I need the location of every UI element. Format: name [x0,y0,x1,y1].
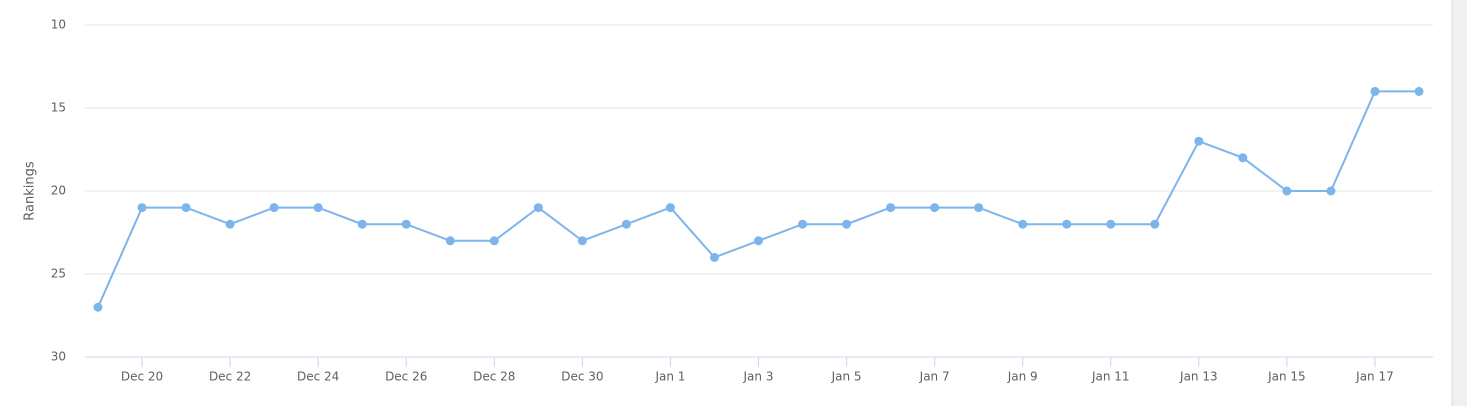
data-point [577,236,587,246]
data-point [974,203,984,213]
data-point [1370,86,1380,96]
y-tick-label: 30 [51,350,66,364]
data-point [1018,219,1028,229]
x-tick-label: Dec 22 [209,370,251,384]
data-point [93,302,103,312]
data-point [357,219,367,229]
data-point [1150,219,1160,229]
data-point [1194,136,1204,146]
data-point [930,203,940,213]
y-tick-label: 15 [51,101,66,115]
x-tick-label: Dec 24 [297,370,339,384]
x-tick-label: Jan 3 [743,370,774,384]
data-point [445,236,455,246]
y-tick-label: 10 [51,18,66,32]
data-point [313,203,323,213]
x-tick-label: Jan 7 [919,370,950,384]
data-point [1326,186,1336,196]
data-point [621,219,631,229]
y-axis-title: Rankings [23,161,38,221]
x-tick-label: Dec 28 [473,370,515,384]
data-point [225,219,235,229]
data-point [1282,186,1292,196]
data-point [709,252,719,262]
data-point [886,203,896,213]
x-tick-label: Dec 20 [121,370,163,384]
x-tick-label: Jan 5 [831,370,862,384]
data-point [489,236,499,246]
x-tick-label: Jan 11 [1091,370,1130,384]
data-point [137,203,147,213]
x-tick-label: Dec 26 [385,370,427,384]
data-point [401,219,411,229]
data-point [798,219,808,229]
data-point [842,219,852,229]
data-point [1062,219,1072,229]
y-tick-label: 20 [51,184,66,198]
data-point [533,203,543,213]
data-point [665,203,675,213]
x-tick-label: Jan 13 [1179,370,1218,384]
data-point [1414,86,1424,96]
data-point [181,203,191,213]
data-point [269,203,279,213]
data-point [1238,153,1248,163]
data-point [754,236,763,246]
y-tick-label: 25 [51,267,66,281]
x-tick-label: Jan 15 [1267,370,1306,384]
x-tick-label: Jan 9 [1007,370,1038,384]
x-tick-label: Jan 17 [1355,370,1394,384]
scrollbar [1452,0,1467,406]
data-point [1106,219,1116,229]
x-tick-label: Dec 30 [561,370,603,384]
x-tick-label: Jan 1 [654,370,685,384]
series-line [97,90,1419,308]
